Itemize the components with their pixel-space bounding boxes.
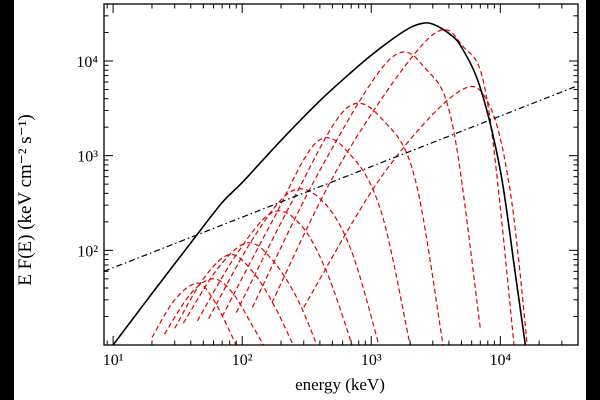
- y-tick-label: 10³: [77, 149, 98, 166]
- component-curve-11: [303, 85, 528, 345]
- y-tick-label: 10⁴: [76, 54, 98, 71]
- x-axis-title: energy (keV): [295, 375, 385, 394]
- component-curve-5: [196, 210, 353, 345]
- component-curve-1: [151, 282, 237, 345]
- plot-area: [104, 22, 578, 345]
- component-curve-2: [163, 278, 265, 345]
- component-curve-8: [235, 102, 444, 345]
- component-curve-10: [271, 29, 515, 345]
- component-curve-7: [221, 137, 411, 345]
- component-curve-4: [182, 242, 318, 345]
- x-tick-label: 10²: [232, 352, 253, 369]
- right-border-bar: [586, 0, 600, 400]
- x-tick-label: 10⁴: [490, 352, 512, 369]
- y-axis-title: E F(E) (keV cm⁻² s⁻¹): [15, 114, 36, 286]
- component-curve-9: [251, 51, 481, 329]
- power-law-line: [104, 85, 578, 272]
- x-tick-label: 10³: [361, 352, 382, 369]
- x-tick-label: 10¹: [103, 352, 124, 369]
- plot-frame: [103, 3, 579, 346]
- total-spectrum-line: [112, 22, 527, 345]
- y-tick-label: 10²: [77, 243, 98, 260]
- left-border-bar: [0, 0, 14, 400]
- component-curve-6: [208, 188, 380, 345]
